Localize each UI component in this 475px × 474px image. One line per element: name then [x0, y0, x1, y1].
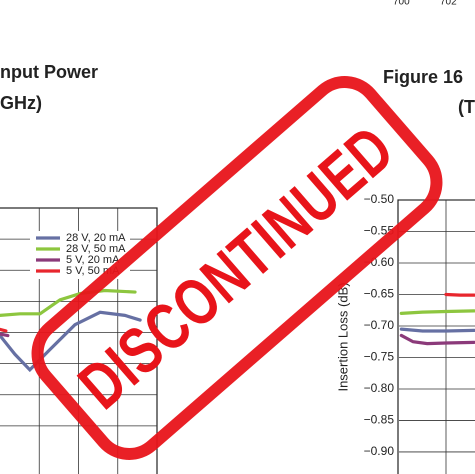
legend-label: 28 V, 20 mA	[66, 232, 126, 244]
series-line	[399, 333, 475, 346]
y-tick-label: −0.65	[364, 287, 395, 301]
chart-subtitle: (T	[458, 97, 475, 117]
series-line	[0, 288, 137, 317]
series-line	[0, 310, 142, 373]
series-line	[0, 332, 10, 338]
y-axis-label: Insertion Loss (dB)	[335, 282, 350, 391]
plot-frame	[397, 199, 475, 474]
series-line	[0, 327, 8, 333]
y-tick-label: −0.75	[364, 350, 395, 364]
y-tick-label: −0.85	[364, 413, 395, 427]
stamp-border	[31, 76, 443, 460]
y-tick-label: −0.50	[364, 192, 395, 206]
chart-subtitle: GHz)	[0, 93, 42, 113]
header-left: 700	[393, 0, 410, 8]
header-right: 702	[440, 0, 457, 8]
series-line	[399, 309, 475, 315]
y-tick-label: −0.80	[364, 381, 395, 395]
legend-label: 28 V, 50 mA	[66, 243, 126, 255]
series-line	[399, 327, 475, 333]
chart-title: nput Power	[0, 62, 98, 82]
y-tick-label: −0.90	[364, 444, 395, 458]
series-line	[444, 292, 475, 297]
chart-title: Figure 16	[383, 67, 463, 87]
legend-label: 5 V, 20 mA	[66, 254, 120, 266]
y-tick-label: −0.70	[364, 318, 395, 332]
